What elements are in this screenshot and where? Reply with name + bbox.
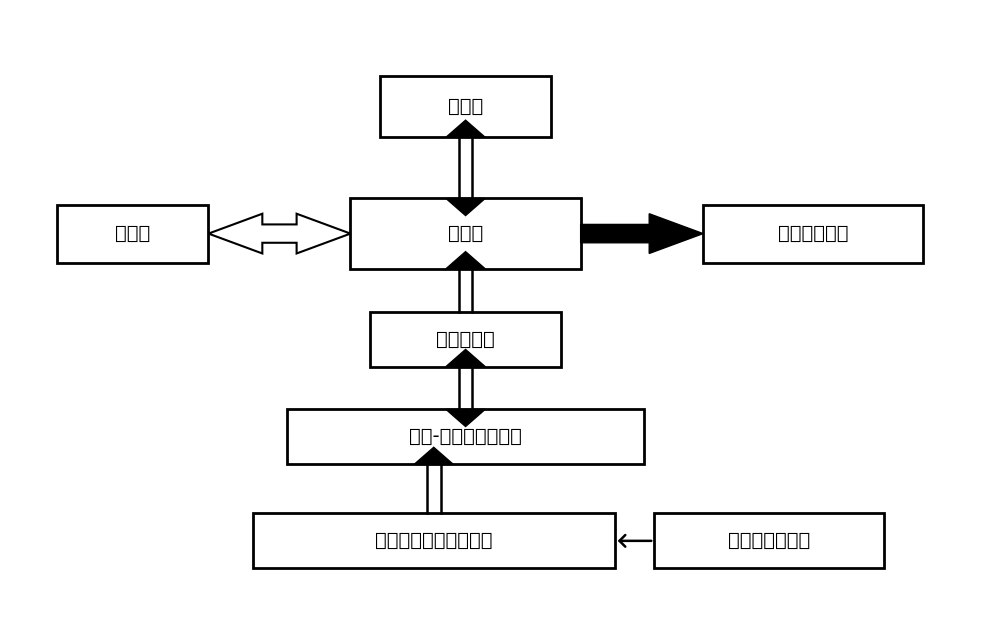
Text: 电导-电压转换及放大: 电导-电压转换及放大 [409, 428, 522, 447]
Text: 计算机: 计算机 [448, 97, 484, 116]
Text: 高频电压发生器: 高频电压发生器 [728, 531, 811, 550]
Polygon shape [209, 213, 351, 254]
Polygon shape [446, 349, 486, 366]
Bar [57, 205, 209, 263]
Bar [351, 199, 580, 269]
Bar [380, 76, 552, 138]
Bar [252, 513, 615, 568]
Bar [654, 513, 885, 568]
Text: 单片机: 单片机 [448, 224, 484, 243]
Text: 存储器: 存储器 [115, 224, 150, 243]
Polygon shape [580, 213, 703, 254]
Polygon shape [414, 447, 453, 465]
Bar [287, 410, 644, 465]
Polygon shape [446, 199, 486, 215]
Text: 液晶显示电路: 液晶显示电路 [778, 224, 848, 243]
Polygon shape [446, 410, 486, 426]
Text: 模数转换器: 模数转换器 [436, 329, 494, 349]
Polygon shape [446, 120, 486, 138]
Text: 分子印迹丝网印刷电极: 分子印迹丝网印刷电极 [375, 531, 492, 550]
Bar [370, 312, 561, 366]
Bar [703, 205, 924, 263]
Polygon shape [446, 252, 486, 269]
